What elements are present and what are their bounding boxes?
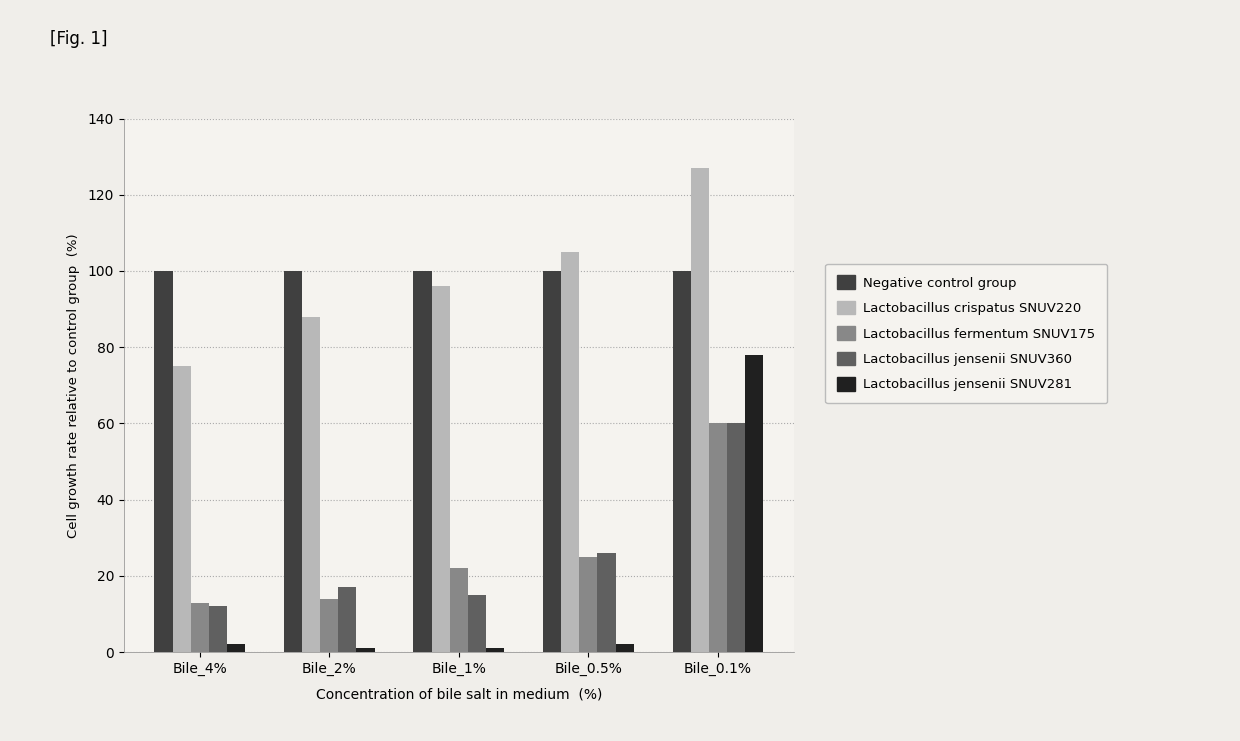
Bar — [727, 423, 745, 652]
Bar — [356, 648, 374, 652]
X-axis label: Concentration of bile salt in medium  (%): Concentration of bile salt in medium (%) — [316, 687, 601, 701]
Bar — [672, 271, 691, 652]
Bar — [598, 553, 615, 652]
Bar — [745, 355, 763, 652]
Bar — [562, 252, 579, 652]
Bar — [486, 648, 505, 652]
Bar — [413, 271, 432, 652]
Bar — [432, 286, 450, 652]
Bar — [303, 316, 320, 652]
Bar — [172, 366, 191, 652]
Y-axis label: Cell growth rate relative to control group  (%): Cell growth rate relative to control gro… — [67, 233, 79, 538]
Bar — [467, 595, 486, 652]
Text: [Fig. 1]: [Fig. 1] — [50, 30, 107, 47]
Bar — [691, 168, 709, 652]
Bar — [543, 271, 562, 652]
Bar — [709, 423, 727, 652]
Bar — [339, 588, 356, 652]
Bar — [579, 556, 598, 652]
Bar — [155, 271, 172, 652]
Bar — [320, 599, 339, 652]
Legend: Negative control group, Lactobacillus crispatus SNUV220, Lactobacillus fermentum: Negative control group, Lactobacillus cr… — [825, 264, 1107, 403]
Bar — [191, 602, 208, 652]
Bar — [284, 271, 303, 652]
Bar — [615, 645, 634, 652]
Bar — [208, 606, 227, 652]
Bar — [450, 568, 467, 652]
Bar — [227, 645, 246, 652]
